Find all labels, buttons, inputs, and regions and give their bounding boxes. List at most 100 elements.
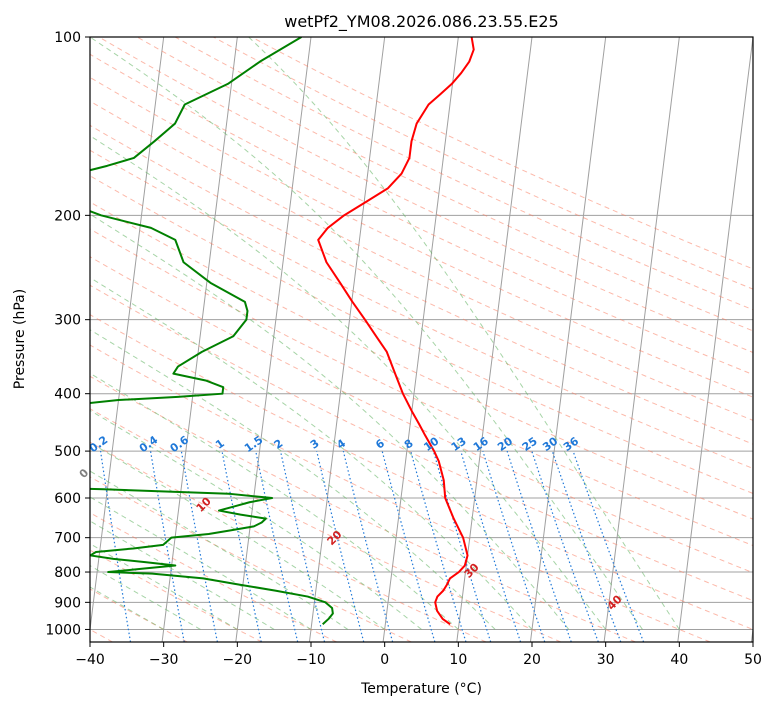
y-axis-ticks: 100 200 300 400 500 600 700 800 900 1000	[45, 30, 90, 638]
y-tick-label: 600	[54, 491, 81, 507]
y-tick-label: 500	[54, 444, 81, 460]
moist-adiabat-40	[248, 37, 680, 630]
x-tick-label: 20	[523, 652, 541, 668]
isotherm-40	[677, 37, 753, 642]
mixing-ratio-line-2	[279, 450, 326, 642]
mixing-ratio-line-10	[432, 450, 492, 642]
moist-adiabat--15	[90, 520, 275, 630]
x-tick-label: 50	[744, 652, 762, 668]
isotherm--40	[90, 37, 165, 634]
x-tick-label: 0	[380, 652, 389, 668]
moist-adiabat-30	[90, 135, 607, 630]
dry-adiabat-20	[90, 408, 561, 642]
x-axis-ticks: −40 −30 −20 −10 0 10 20 30 40 50	[75, 642, 762, 668]
mixing-ratio-line-13	[460, 450, 522, 642]
dry-adiabat-40	[90, 344, 711, 642]
moist-adiabat-10	[90, 372, 459, 630]
mixing-ratio-line-8	[410, 450, 467, 642]
mixing-ratio-label: 1	[213, 437, 227, 452]
isotherm--20	[235, 37, 312, 642]
moist-adiabat-5	[90, 409, 422, 630]
dry-adiabat--10	[90, 512, 337, 642]
dry-adiabat-50	[90, 314, 753, 630]
dry-adiabat-70	[90, 256, 753, 574]
x-tick-label: −20	[223, 652, 253, 668]
mixing-ratio-line-6	[381, 450, 436, 642]
moist-adiabat-lines	[90, 37, 680, 630]
x-tick-label: 40	[670, 652, 688, 668]
mixing-ratio-line-3	[316, 450, 365, 642]
dry-adiabat-180	[174, 37, 753, 311]
dry-adiabat-100	[90, 175, 753, 495]
dry-adiabat--30	[90, 588, 188, 642]
mixing-ratio-line-4	[342, 450, 394, 642]
x-tick-label: −30	[149, 652, 179, 668]
dry-adiabat-label: 20	[325, 528, 345, 548]
moist-adiabat-0	[90, 441, 385, 630]
isotherm-50	[750, 625, 753, 642]
moist-adiabat--10	[90, 496, 312, 630]
mixing-ratio-line-0.6	[180, 450, 218, 642]
dry-adiabat-150	[90, 53, 753, 376]
y-tick-label: 1000	[45, 622, 81, 638]
isotherm-20	[529, 37, 607, 642]
mixing-ratio-label: 3	[308, 437, 322, 452]
y-tick-label: 400	[54, 387, 81, 403]
y-tick-label: 100	[54, 30, 81, 46]
sounding-profiles	[90, 37, 475, 626]
dry-adiabat-80	[90, 228, 753, 547]
moist-adiabat-20	[90, 277, 533, 630]
mixing-ratio-line-1.5	[255, 450, 299, 642]
mixing-ratio-label: 6	[373, 437, 387, 452]
x-tick-label: 30	[597, 652, 615, 668]
y-axis-label: Pressure (hPa)	[12, 289, 28, 389]
isotherm-30	[603, 37, 680, 642]
y-tick-label: 300	[54, 313, 81, 329]
y-tick-label: 800	[54, 565, 81, 581]
dry-adiabat-120	[90, 124, 753, 445]
moist-adiabat--30	[90, 586, 164, 630]
plot-frame	[89, 36, 754, 643]
temperature-profile	[317, 37, 475, 626]
moist-adiabat--20	[90, 543, 238, 630]
dewpoint-profile	[90, 37, 334, 625]
dry-adiabat-130	[90, 100, 753, 421]
mixing-ratio-label: 4	[334, 437, 348, 452]
dry-adiabat-60	[90, 284, 753, 602]
mixing-ratio-line-16	[482, 450, 546, 642]
mixing-ratio-line-25	[531, 450, 599, 642]
isotherm-0	[382, 37, 459, 642]
dry-adiabat--20	[90, 549, 263, 642]
mixing-ratio-lines	[99, 450, 645, 642]
chart-title: wetPf2_YM08.2026.086.23.55.E25	[284, 12, 558, 32]
dry-adiabat-170	[136, 37, 753, 332]
x-tick-label: −40	[75, 652, 105, 668]
moist-adiabat-25	[90, 213, 570, 630]
moist-adiabat-15	[90, 329, 496, 630]
dry-adiabat-label: 0	[77, 466, 92, 481]
dry-adiabat-190	[212, 37, 753, 290]
dry-adiabat-0	[90, 476, 412, 642]
mixing-ratio-line-1	[221, 450, 262, 642]
moist-adiabat--5	[90, 470, 349, 630]
y-tick-label: 900	[54, 595, 81, 611]
mixing-ratio-line-30	[551, 450, 622, 642]
x-tick-label: 10	[449, 652, 467, 668]
dry-adiabat-10	[90, 441, 487, 642]
x-axis-label: Temperature (°C)	[360, 681, 482, 697]
isopleth-labels: 0.20.40.611.52346810131620253036-100-90-…	[77, 433, 625, 613]
isobar-isotherm-grid	[90, 37, 753, 642]
moist-adiabat--25	[90, 565, 201, 630]
mixing-ratio-label: 8	[402, 437, 416, 452]
dry-adiabat-200	[250, 37, 753, 270]
y-tick-label: 200	[54, 208, 81, 224]
isotherm--30	[161, 37, 238, 642]
dry-adiabat-lines	[90, 37, 753, 642]
mixing-ratio-line-0.2	[99, 451, 132, 642]
mixing-ratio-line-36	[572, 450, 645, 642]
isotherm-10	[456, 37, 533, 642]
mixing-ratio-line-20	[506, 450, 572, 642]
x-tick-label: −10	[296, 652, 326, 668]
y-tick-label: 700	[54, 531, 81, 547]
